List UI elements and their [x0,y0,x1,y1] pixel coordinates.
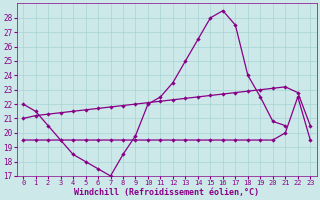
X-axis label: Windchill (Refroidissement éolien,°C): Windchill (Refroidissement éolien,°C) [74,188,259,197]
